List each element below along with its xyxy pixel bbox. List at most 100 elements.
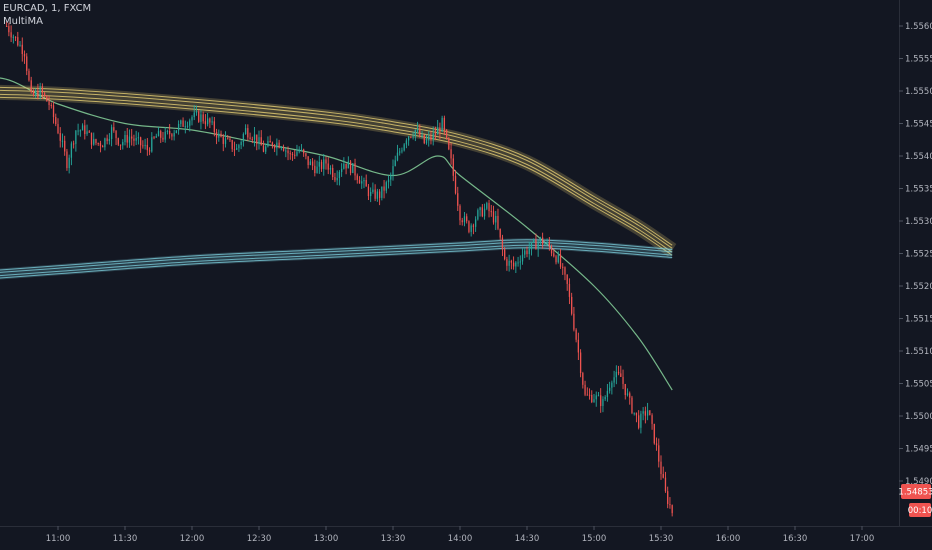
candle-down — [461, 220, 463, 223]
price-tick-label: 1.55100 — [905, 347, 932, 357]
candle-up — [151, 137, 153, 152]
candle-down — [559, 254, 562, 267]
candle-down — [365, 179, 367, 187]
candle-up — [642, 411, 644, 414]
ma-yellow-line — [0, 96, 673, 256]
candle-down — [624, 383, 626, 395]
moving-average-layer — [0, 77, 677, 391]
candle-up — [236, 148, 238, 150]
candle-up — [164, 131, 166, 140]
candle-up — [68, 157, 70, 169]
candle-up — [441, 117, 443, 132]
candle-up — [608, 387, 611, 391]
candle-up — [463, 216, 466, 223]
candle-down — [294, 154, 296, 156]
candle-down — [171, 134, 173, 137]
candle-up — [110, 127, 113, 140]
candle-up — [238, 145, 240, 149]
candle-down — [213, 121, 215, 132]
candle-up — [432, 133, 434, 140]
candle-down — [367, 186, 370, 197]
countdown-label: 00:10 — [908, 506, 932, 516]
time-axis[interactable]: 11:00 11:30 12:00 12:30 13:00 13:30 14:00 14:30… — [46, 526, 875, 544]
price-axis[interactable]: 1.55600 1.55550 1.55500 1.55450 1.55400 1.553… — [899, 22, 932, 487]
candle-up — [470, 225, 472, 232]
candle-up — [81, 125, 84, 131]
candle-down — [541, 237, 544, 245]
candle-down — [57, 124, 59, 134]
candle-down — [287, 150, 289, 154]
candle-down — [88, 131, 90, 133]
candle-down — [383, 186, 385, 191]
candle-down — [142, 145, 144, 147]
candle-down — [314, 165, 316, 174]
candle-up — [387, 179, 390, 183]
candle-up — [173, 132, 175, 137]
time-tick-label: 14:00 — [448, 534, 473, 544]
ma-yellow-line — [0, 89, 673, 249]
ma-cyan-line — [0, 241, 673, 273]
candle-up — [437, 127, 439, 135]
candle-down — [37, 91, 39, 98]
candle-down — [227, 138, 229, 140]
candle-up — [155, 136, 157, 138]
candle-down — [64, 140, 66, 152]
price-tick-label: 1.54900 — [905, 477, 932, 487]
candle-up — [144, 144, 146, 146]
bar-countdown-badge: 00:10 — [908, 503, 932, 517]
candle-up — [405, 140, 408, 145]
candle-down — [410, 136, 412, 138]
candle-up — [242, 134, 245, 142]
indicator-title[interactable]: MultiMA — [3, 16, 43, 27]
candle-down — [99, 143, 102, 147]
candle-down — [209, 118, 211, 123]
candle-down — [325, 159, 327, 164]
candle-down — [430, 136, 432, 140]
candle-down — [32, 91, 35, 96]
candle-down — [115, 130, 117, 139]
candle-down — [113, 127, 115, 131]
candle-down — [41, 86, 44, 94]
candle-up — [412, 136, 414, 138]
candle-up — [200, 114, 202, 122]
candle-down — [332, 167, 334, 178]
candle-down — [148, 150, 151, 152]
candle-down — [153, 137, 155, 139]
candle-up — [343, 163, 345, 169]
candle-down — [160, 131, 162, 138]
candle-up — [347, 161, 349, 169]
candle-down — [273, 145, 276, 149]
candle-up — [86, 131, 88, 135]
candle-down — [535, 239, 537, 250]
symbol-title[interactable]: EURCAD, 1, FXCM — [3, 3, 92, 14]
time-tick-label: 11:00 — [46, 534, 71, 544]
candle-up — [309, 161, 312, 166]
candle-up — [180, 120, 182, 124]
price-tick-label: 1.55500 — [905, 87, 932, 97]
candle-up — [602, 399, 604, 407]
candle-up — [267, 140, 269, 147]
candle-up — [533, 239, 535, 242]
candle-up — [376, 191, 379, 199]
candle-down — [439, 127, 441, 132]
candle-down — [620, 373, 622, 377]
candle-down — [251, 139, 253, 141]
candle-up — [79, 130, 81, 132]
candle-up — [186, 125, 189, 127]
candle-up — [265, 146, 267, 152]
candle-up — [206, 118, 209, 125]
candle-up — [361, 181, 363, 184]
candle-up — [626, 393, 629, 395]
candle-up — [530, 241, 533, 249]
candle-up — [108, 139, 111, 142]
candle-up — [218, 133, 220, 138]
candle-up — [329, 167, 332, 170]
candle-down — [434, 133, 437, 135]
candle-down — [256, 134, 258, 144]
candle-up — [191, 117, 193, 121]
candle-down — [586, 394, 588, 396]
candle-up — [122, 142, 124, 146]
candle-up — [381, 186, 383, 198]
candle-down — [454, 175, 457, 194]
